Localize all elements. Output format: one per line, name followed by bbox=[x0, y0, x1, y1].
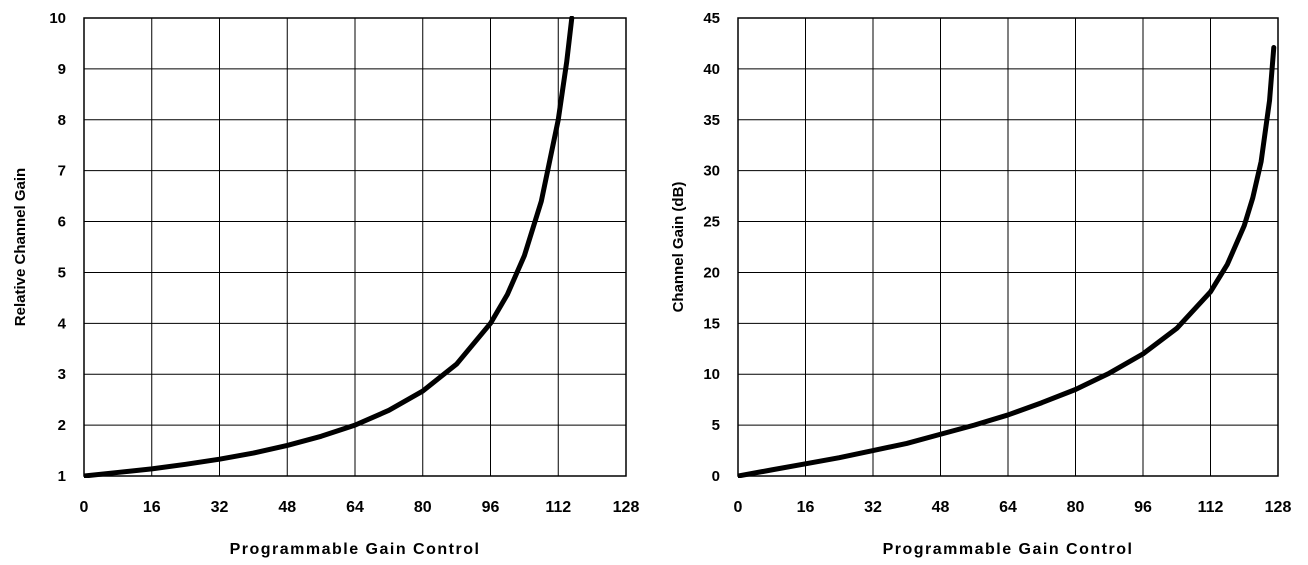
y-tick-label: 6 bbox=[58, 214, 66, 231]
x-tick-label: 112 bbox=[1198, 499, 1224, 516]
x-axis-title: Programmable Gain Control bbox=[883, 541, 1134, 558]
y-tick-label: 7 bbox=[58, 163, 66, 180]
x-tick-label: 96 bbox=[1134, 499, 1152, 516]
y-tick-label: 45 bbox=[703, 10, 720, 27]
chart-svg: 0 16 32 48 64 80 96 112 128 0 5 10 15 20 25 30 35 40 45 Pro… bbox=[670, 10, 1292, 558]
y-tick-label: 2 bbox=[58, 417, 66, 434]
y-tick-label: 10 bbox=[703, 366, 720, 383]
y-tick-label: 40 bbox=[703, 61, 720, 78]
x-tick-label: 128 bbox=[1265, 499, 1292, 516]
y-tick-label: 10 bbox=[49, 10, 66, 27]
y-tick-label: 20 bbox=[703, 264, 720, 281]
x-tick-label: 128 bbox=[613, 499, 640, 516]
x-tick-label: 48 bbox=[932, 499, 950, 516]
relative-gain-chart: 0 16 32 48 64 80 96 112 128 1 2 3 4 5 6 7 8 9 10 Programmab… bbox=[0, 0, 654, 560]
x-axis-title: Programmable Gain Control bbox=[230, 541, 481, 558]
chart-svg: 0 16 32 48 64 80 96 112 128 1 2 3 4 5 6 7 8 9 10 Programmab… bbox=[12, 10, 640, 558]
x-tick-label: 16 bbox=[797, 499, 815, 516]
y-axis-title: Channel Gain (dB) bbox=[670, 182, 687, 313]
y-axis-title: Relative Channel Gain bbox=[12, 168, 29, 326]
gain-curve bbox=[738, 45, 1277, 478]
y-tick-label: 4 bbox=[58, 315, 67, 332]
y-tick-label: 0 bbox=[712, 468, 720, 485]
x-tick-label: 32 bbox=[864, 499, 882, 516]
x-tick-label: 0 bbox=[734, 499, 743, 516]
x-tick-label: 80 bbox=[1067, 499, 1085, 516]
y-tick-label: 1 bbox=[58, 468, 66, 485]
x-tick-label: 64 bbox=[346, 499, 364, 516]
y-tick-label: 5 bbox=[58, 264, 66, 281]
gain-curve bbox=[84, 16, 575, 478]
x-tick-label: 0 bbox=[80, 499, 89, 516]
x-tick-label: 16 bbox=[143, 499, 161, 516]
x-tick-label: 96 bbox=[482, 499, 500, 516]
db-gain-chart: 0 16 32 48 64 80 96 112 128 0 5 10 15 20 25 30 35 40 45 Pro… bbox=[654, 0, 1308, 560]
y-tick-label: 35 bbox=[703, 112, 720, 129]
y-tick-label: 9 bbox=[58, 61, 66, 78]
y-tick-label: 15 bbox=[703, 315, 720, 332]
y-tick-label: 30 bbox=[703, 163, 720, 180]
x-tick-label: 64 bbox=[999, 499, 1017, 516]
y-tick-label: 25 bbox=[703, 214, 720, 231]
y-tick-label: 5 bbox=[712, 417, 720, 434]
x-tick-label: 32 bbox=[211, 499, 229, 516]
y-tick-label: 3 bbox=[58, 366, 66, 383]
x-tick-label: 80 bbox=[414, 499, 432, 516]
plot-frame bbox=[737, 17, 1279, 477]
y-tick-label: 8 bbox=[58, 112, 66, 129]
x-tick-label: 48 bbox=[278, 499, 296, 516]
x-tick-label: 112 bbox=[545, 499, 571, 516]
plot-frame bbox=[83, 17, 627, 477]
